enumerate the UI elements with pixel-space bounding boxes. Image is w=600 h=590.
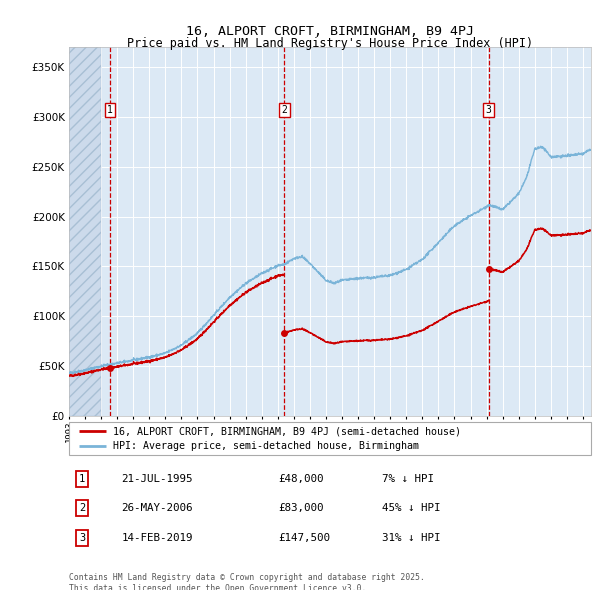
Text: 1: 1: [79, 474, 85, 484]
Text: Contains HM Land Registry data © Crown copyright and database right 2025.
This d: Contains HM Land Registry data © Crown c…: [69, 573, 425, 590]
Text: 3: 3: [79, 533, 85, 543]
Text: 2: 2: [79, 503, 85, 513]
Text: Price paid vs. HM Land Registry's House Price Index (HPI): Price paid vs. HM Land Registry's House …: [127, 37, 533, 50]
Text: 45% ↓ HPI: 45% ↓ HPI: [382, 503, 440, 513]
Text: £48,000: £48,000: [278, 474, 323, 484]
Text: 26-MAY-2006: 26-MAY-2006: [121, 503, 193, 513]
Text: 2: 2: [281, 105, 287, 115]
Text: 21-JUL-1995: 21-JUL-1995: [121, 474, 193, 484]
Text: 1: 1: [107, 105, 113, 115]
Text: 16, ALPORT CROFT, BIRMINGHAM, B9 4PJ: 16, ALPORT CROFT, BIRMINGHAM, B9 4PJ: [186, 25, 474, 38]
Text: 31% ↓ HPI: 31% ↓ HPI: [382, 533, 440, 543]
Text: £83,000: £83,000: [278, 503, 323, 513]
Text: 3: 3: [485, 105, 491, 115]
Text: £147,500: £147,500: [278, 533, 330, 543]
Text: HPI: Average price, semi-detached house, Birmingham: HPI: Average price, semi-detached house,…: [113, 441, 419, 451]
Text: 14-FEB-2019: 14-FEB-2019: [121, 533, 193, 543]
Text: 7% ↓ HPI: 7% ↓ HPI: [382, 474, 434, 484]
Text: 16, ALPORT CROFT, BIRMINGHAM, B9 4PJ (semi-detached house): 16, ALPORT CROFT, BIRMINGHAM, B9 4PJ (se…: [113, 426, 461, 436]
